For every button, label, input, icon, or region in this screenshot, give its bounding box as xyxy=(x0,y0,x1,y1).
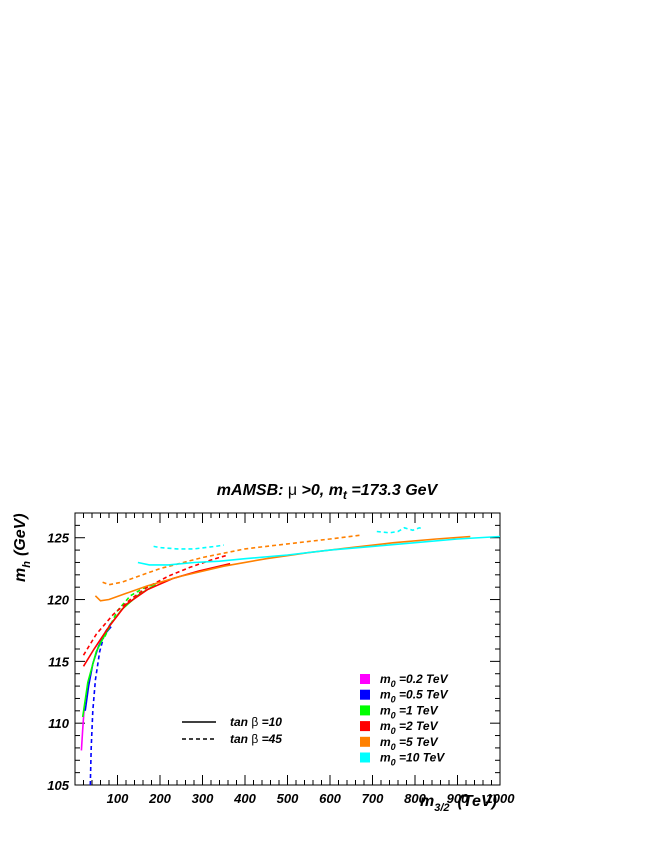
color-legend-sub: 0 xyxy=(391,710,396,720)
style-legend-beta: β xyxy=(251,732,258,746)
color-legend-value: =2 TeV xyxy=(396,719,439,733)
x-tick-label: 700 xyxy=(362,791,384,806)
x-axis-title: m3/2 (TeV) xyxy=(420,793,497,814)
color-legend-m: m xyxy=(380,703,391,717)
x-tick-label: 200 xyxy=(148,791,171,806)
color-legend-label: m0 =1 TeV xyxy=(380,703,439,720)
color-legend-m: m xyxy=(380,735,391,749)
title-sub: t xyxy=(342,488,347,503)
color-legend-m: m xyxy=(380,688,391,702)
color-legend-label: m0 =0.5 TeV xyxy=(380,688,449,705)
style-legend-beta: β xyxy=(251,715,258,729)
y-axis-title-sub: h xyxy=(21,561,33,568)
color-legend-label: m0 =0.2 TeV xyxy=(380,672,449,689)
color-legend-value: =0.5 TeV xyxy=(396,688,449,702)
title-prefix: mAMSB: xyxy=(216,482,288,499)
x-axis-title-sub: 3/2 xyxy=(434,802,449,814)
y-axis-title: mh (GeV) xyxy=(12,513,33,582)
series-layer xyxy=(80,526,501,786)
color-legend-swatch xyxy=(360,752,370,763)
color-legend-m: m xyxy=(380,672,391,686)
series-m0-10-tev-tanb45-line xyxy=(376,526,424,534)
color-legend-sub: 0 xyxy=(391,695,396,705)
x-tick-label: 1000 xyxy=(486,791,516,806)
color-legend-value: =0.2 TeV xyxy=(396,672,449,686)
style-legend-label-solid: tan β =10 xyxy=(230,715,282,729)
series-m0-0-5-tev-tanb45-line xyxy=(89,622,112,786)
chart-title: mAMSB: μ >0, mt =173.3 GeV xyxy=(0,482,654,502)
series-m0-10-tev-tanb45-line xyxy=(153,544,224,550)
color-legend-m: m xyxy=(380,719,391,733)
color-legend-label: m0 =2 TeV xyxy=(380,719,439,736)
color-legend-sub: 0 xyxy=(391,758,396,768)
color-legend-value: =5 TeV xyxy=(396,735,439,749)
series-m0-2-tev-tanb10-line xyxy=(82,562,231,667)
color-legend-swatch xyxy=(360,736,370,747)
color-legend-swatch xyxy=(360,674,370,684)
x-tick-label: 400 xyxy=(233,791,256,806)
color-legend-m: m xyxy=(380,751,391,765)
color-legend-label: m0 =10 TeV xyxy=(380,751,445,768)
title-mu: μ xyxy=(287,482,298,499)
x-tick-label: 800 xyxy=(404,791,426,806)
color-legend-swatch xyxy=(360,689,370,700)
x-tick-label: 600 xyxy=(319,791,341,806)
color-legend-value: =1 TeV xyxy=(396,703,439,717)
color-legend-swatch xyxy=(360,705,370,716)
y-tick-label: 110 xyxy=(48,716,69,731)
color-legend-value: =10 TeV xyxy=(396,751,446,765)
title-suffix: =173.3 GeV xyxy=(346,482,438,499)
x-tick-label: 900 xyxy=(447,791,469,806)
x-tick-label: 300 xyxy=(192,791,214,806)
style-legend-tan: tan xyxy=(230,732,251,746)
color-legend-sub: 0 xyxy=(391,679,396,689)
y-tick-label: 105 xyxy=(47,778,69,793)
color-legend-sub: 0 xyxy=(391,726,396,736)
series-m0-10-tev-tanb10-line xyxy=(137,535,501,566)
style-legend-value: =10 xyxy=(258,715,282,729)
x-tick-label: 500 xyxy=(277,791,299,806)
y-tick-label: 120 xyxy=(47,593,69,608)
color-legend-label: m0 =5 TeV xyxy=(380,735,439,752)
y-tick-label: 125 xyxy=(47,531,69,546)
series-m0-5-tev-tanb10-line xyxy=(94,535,471,602)
title-mid: >0, m xyxy=(297,482,343,499)
x-axis-title-main: m xyxy=(420,793,434,810)
style-legend-value: =45 xyxy=(258,732,282,746)
color-legend-sub: 0 xyxy=(391,742,396,752)
color-legend-swatch xyxy=(360,721,370,732)
y-axis-title-units: (GeV) xyxy=(12,513,29,556)
y-axis-title-main: m xyxy=(12,568,29,582)
series-m0-5-tev-tanb45-line xyxy=(102,534,360,586)
series-m0-0-5-tev-tanb10-line xyxy=(84,626,112,711)
style-legend-tan: tan xyxy=(230,715,251,729)
x-axis-title-units: (TeV) xyxy=(458,793,497,810)
y-tick-label: 115 xyxy=(48,654,69,669)
x-tick-label: 100 xyxy=(107,791,129,806)
axes-layer: 100 200 300 400 500 600 700 800 900 1000 105 110 115… xyxy=(47,512,516,806)
style-legend-label-dashed: tan β =45 xyxy=(230,732,282,746)
